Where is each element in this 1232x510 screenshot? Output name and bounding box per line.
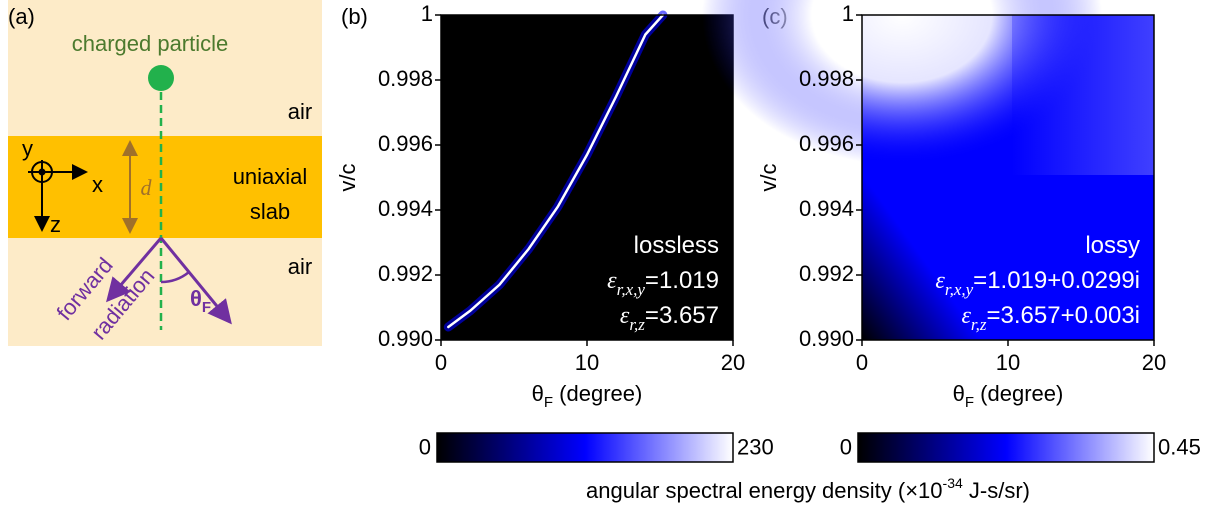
x-axis-label: θF (degree) [532,381,643,412]
y-tick-label: 0.994 [799,196,854,221]
radiation-ray [106,237,163,303]
colorbar-tick-label: 0 [419,434,431,459]
angle-symbol: θ [190,286,202,311]
annotation-symbol: ε [935,268,945,294]
annotation-symbol: ε [961,303,971,329]
colorbar-title-sup: -34 [943,475,963,491]
annotation-text: =1.019 [645,267,719,294]
medium-label: air [288,254,312,279]
x-tick-label: 0 [435,350,447,375]
annotation: lossless [634,232,719,259]
annotation-text: lossy [1085,232,1140,259]
colorbar-title-unit: J-s/sr) [963,478,1030,503]
panel-label: (b) [341,4,368,29]
ridge [447,13,665,329]
x-axis-label: θF (degree) [953,381,1064,412]
y-tick-label: 0.992 [799,261,854,286]
annotation-text: =1.019+0.0299i [973,267,1140,294]
annotation: εr,z=3.657 [620,302,719,334]
slab-label: slab [250,199,290,224]
colorbar-title-text: angular spectral energy density (×10 [586,478,943,503]
heatmap-highlight [702,0,1102,165]
y-axis-label: v/c [756,163,781,191]
annotation: εr,x,y=1.019+0.0299i [935,267,1140,299]
particle-label: charged particle [72,31,229,56]
y-tick-label: 0.990 [378,326,433,351]
colorbar-tick-label: 0.45 [1158,434,1201,459]
x-tick-label: 0 [856,350,868,375]
annotation-symbol: ε [607,268,617,294]
colorbar-title: angular spectral energy density (×10-34 … [586,475,1030,503]
slab-label: uniaxial [233,164,308,189]
panel-label: (a) [8,4,35,29]
axis-label: y [22,136,33,161]
y-tick-label: 0.990 [799,326,854,351]
x-label-symbol: θ [532,381,544,406]
y-tick-label: 0.994 [378,196,433,221]
x-label-sub: F [544,394,553,411]
x-label-symbol: θ [953,381,965,406]
y-tick-label: 0.992 [378,261,433,286]
annotation: εr,z=3.657+0.003i [961,302,1140,334]
x-tick-label: 20 [721,350,745,375]
angle-sub: F [202,299,211,316]
colorbar-tick-label: 230 [737,434,774,459]
particle [148,65,174,91]
y-tick-label: 0.998 [378,66,433,91]
medium-label: air [288,99,312,124]
x-tick-label: 10 [575,350,599,375]
y-tick-label: 0.998 [799,66,854,91]
annotation-sub: r,x,y [945,280,974,299]
colorbar [857,432,1155,463]
annotation-text: lossless [634,232,719,259]
colorbar [436,432,734,463]
angle-arc [160,271,190,284]
annotation: εr,x,y=1.019 [607,267,719,299]
x-label-text: (degree) [974,381,1063,406]
colorbar-tick-label: 0 [840,434,852,459]
thickness-label: d [141,175,153,200]
y-tick-label: 0.996 [799,131,854,156]
y-tick-label: 1 [842,1,854,26]
x-label-sub: F [965,394,974,411]
annotation-sub: r,z [971,315,987,334]
annotation: lossy [1085,232,1140,259]
x-tick-label: 20 [1142,350,1166,375]
y-axis-label: v/c [335,163,360,191]
slab-region [8,136,322,238]
annotation-text: =3.657+0.003i [987,302,1140,329]
angle-label: θF [190,286,211,317]
annotation-symbol: ε [620,303,630,329]
schematic: (a) charged particle air uniaxial slab a… [8,0,322,346]
axis-label: x [92,172,103,197]
radiation-ray [159,237,232,325]
axis-label: z [50,212,61,237]
annotation-text: =3.657 [645,302,719,329]
annotation-sub: r,x,y [617,280,646,299]
annotation-sub: r,z [629,315,645,334]
heatmap-shade [1012,15,1154,175]
y-tick-label: 1 [421,1,433,26]
x-label-text: (degree) [553,381,642,406]
y-tick-label: 0.996 [378,131,433,156]
x-tick-label: 10 [996,350,1020,375]
heatmap-background [441,15,733,340]
